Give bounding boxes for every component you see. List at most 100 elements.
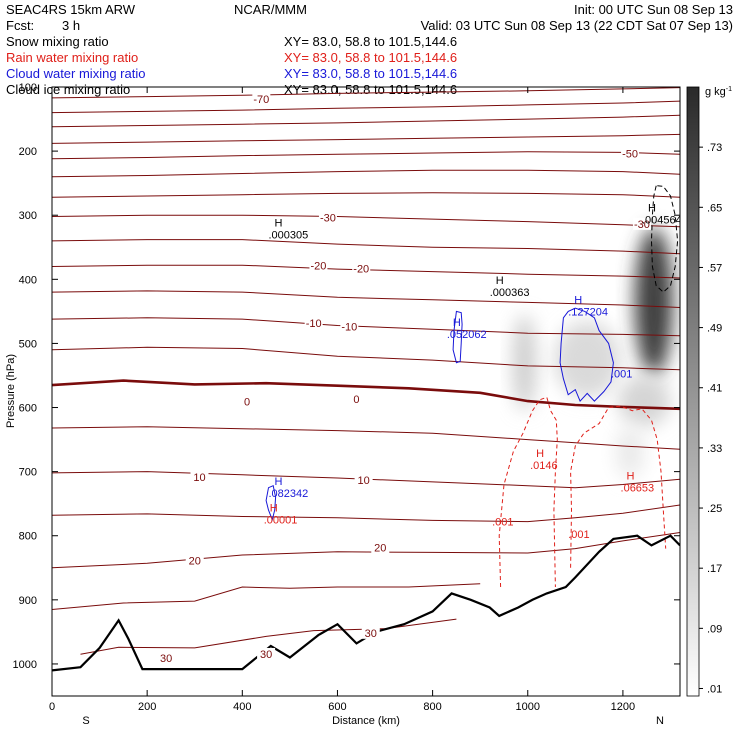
isotherm-16 (52, 504, 680, 523)
isotherm-10 (52, 290, 680, 308)
isotherm-label-11: 10 (357, 475, 369, 487)
maximum-value-2: .004564 (642, 215, 682, 227)
maximum-marker-4: H (574, 294, 582, 306)
isotherm-label-bg-12 (185, 554, 204, 567)
isotherm-label-bg-3 (632, 217, 651, 230)
x-tick-label-3: 600 (328, 701, 346, 713)
isotherm-label-4: -20 (310, 260, 326, 272)
field-name-0: Snow mixing ratio (6, 34, 109, 49)
maximum-marker-7: H (270, 503, 278, 515)
north-label: N (656, 715, 664, 727)
field-xy-0: XY= 83.0, 58.8 to 101.5,144.6 (284, 34, 457, 49)
isotherm-2 (52, 114, 680, 128)
isotherm-label-bg-7 (340, 320, 359, 333)
colorbar-tick-label-6: .49 (707, 323, 722, 335)
isotherm-label-bg-11 (354, 474, 373, 487)
isotherm-label-13: 20 (374, 543, 386, 555)
isotherm-label-15: 30 (260, 649, 272, 661)
colorbar-unit: g kg-1 (705, 86, 732, 98)
isotherm-label-bg-2 (318, 211, 337, 224)
field-name-3: Cloud ice mixing ratio (6, 82, 130, 97)
ice-shade-4 (615, 426, 645, 479)
plot-frame (51, 86, 681, 697)
x-tick-label-2: 400 (233, 701, 251, 713)
isotherm-label-bg-15 (257, 647, 276, 660)
maximum-marker-1: H (496, 275, 504, 287)
isotherm-18 (52, 583, 481, 610)
colorbar-tick-label-1: .09 (707, 623, 722, 635)
isotherm-14 (52, 426, 680, 450)
cloud-water-contour-2 (265, 485, 277, 522)
maximum-marker-6: H (274, 476, 282, 488)
isotherm-11 (52, 317, 680, 337)
plot-area: -70 -50 -30 -30 -20 -20 -10 -10 0 0 10 10 20 20 30 30 30… (52, 87, 682, 672)
isotherm-8 (52, 239, 680, 255)
y-tick-label-1: 200 (19, 146, 37, 158)
contour-label-layer: -70 -50 -30 -30 -20 -20 -10 -10 0 0 10 10 20 20 30 30 30… (157, 92, 682, 665)
colorbar-tick-label-4: .33 (707, 443, 722, 455)
field-xy-1: XY= 83.0, 58.8 to 101.5,144.6 (284, 50, 457, 65)
isotherm-label-bg-10 (190, 471, 209, 484)
south-label: S (82, 715, 89, 727)
cloud-water-layer (265, 307, 614, 522)
isotherm-label-0: -70 (253, 94, 269, 106)
colorbar-tick-label-5: .41 (707, 383, 722, 395)
axes: 0 200 400 600 800 1000 12001002003004005006007… (13, 82, 680, 713)
y-tick-label-5: 600 (19, 403, 37, 415)
isotherm-label-3: -30 (634, 219, 650, 231)
maximum-marker-9: H (627, 471, 635, 483)
colorbar-tick-label-2: .17 (707, 563, 722, 575)
isotherm-label-16: 30 (365, 628, 377, 640)
y-tick-label-4: 500 (19, 338, 37, 350)
isotherm-layer (52, 87, 680, 655)
isotherm-1 (52, 100, 680, 114)
maximum-value-0: .000305 (268, 229, 308, 241)
forecast-hours: 3 h (62, 18, 80, 33)
y-tick-label-6: 700 (19, 467, 37, 479)
header: SEAC4RS 15km ARW NCAR/MMM Init: 00 UTC S… (6, 2, 733, 97)
isotherm-9 (52, 264, 680, 279)
isotherm-label-6: -10 (306, 318, 322, 330)
y-axis-title: Pressure (hPa) (5, 354, 17, 428)
valid-time: Valid: 03 UTC Sun 08 Sep 13 (22 CDT Sat … (421, 18, 733, 33)
y-tick-label-3: 400 (19, 274, 37, 286)
isotherm-7 (52, 214, 680, 228)
x-tick-label-5: 1000 (516, 701, 540, 713)
isotherm-4 (52, 151, 680, 160)
isotherm-label-1: -50 (622, 148, 638, 160)
maximum-value-7: .00001 (264, 515, 298, 527)
maximum-value-3: .052062 (447, 329, 487, 341)
isotherm-label-bg-6 (304, 317, 323, 330)
model-name: SEAC4RS 15km ARW (6, 2, 136, 17)
rain-layer (498, 396, 667, 588)
maximum-marker-0: H (274, 217, 282, 229)
isotherm-label-bg-9 (347, 392, 366, 405)
ice-shade-1 (618, 375, 671, 427)
field-xy-2: XY= 83.0, 58.8 to 101.5,144.6 (284, 66, 457, 81)
isotherm-12 (52, 346, 680, 371)
colorbar-tick-label-7: .57 (707, 262, 722, 274)
isotherm-label-14: 30 (160, 653, 172, 665)
ice-shading-layer (512, 228, 673, 479)
isotherm-15 (52, 471, 680, 489)
isotherm-5 (52, 169, 680, 178)
ice-shade-3 (512, 314, 537, 411)
snow-layer (650, 185, 679, 293)
isotherm-label-12: 20 (189, 555, 201, 567)
isotherm-label-10: 10 (193, 472, 205, 484)
isotherm-label-bg-16 (361, 626, 380, 639)
x-axis-title: Distance (km) (332, 715, 400, 727)
maximum-value-11: .001 (568, 529, 589, 541)
isotherm-label-bg-5 (352, 262, 371, 275)
colorbar-tick-label-8: .65 (707, 202, 722, 214)
isotherm-label-bg-4 (309, 259, 328, 272)
x-tick-label-0: 0 (49, 701, 55, 713)
colorbar-tick-label-3: .25 (707, 503, 722, 515)
forecast-label: Fcst: (6, 18, 34, 33)
maximum-value-1: .000363 (490, 287, 530, 299)
maximum-marker-3: H (453, 317, 461, 329)
maximum-marker-2: H (648, 203, 656, 215)
center-name: NCAR/MMM (234, 2, 307, 17)
x-tick-label-1: 200 (138, 701, 156, 713)
maximum-value-4: .127204 (568, 306, 608, 318)
